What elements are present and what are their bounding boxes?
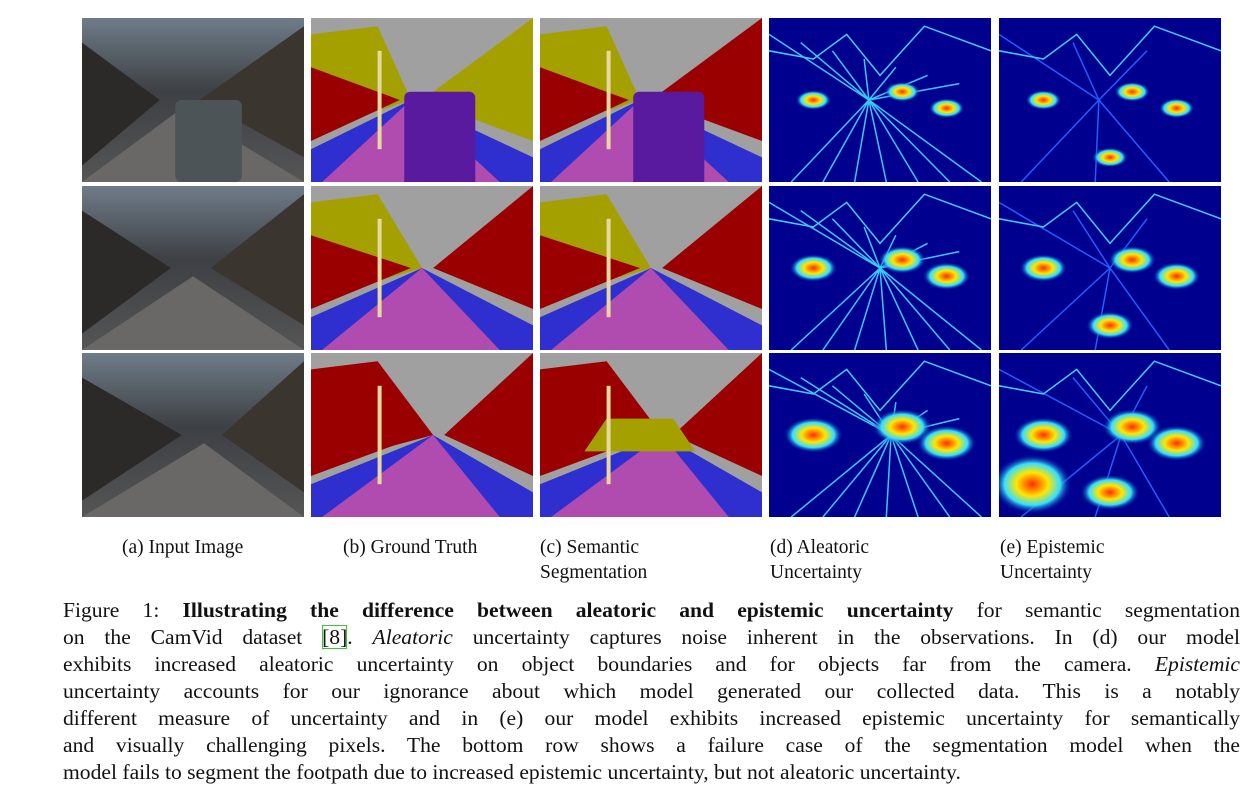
caption-text: and visually challenging pixels. The bot…	[63, 733, 1240, 757]
panel-image	[540, 186, 762, 350]
panel-image	[311, 186, 533, 350]
caption-text: different measure of uncertainty and in …	[63, 706, 1240, 730]
figure-images	[0, 0, 1255, 530]
panel-label-line: (a) Input Image	[122, 535, 243, 560]
panel-image	[999, 186, 1221, 350]
panel-label-line: (e) Epistemic	[1000, 535, 1105, 560]
caption-line: different measure of uncertainty and in …	[63, 705, 1240, 732]
panel-image	[82, 353, 304, 517]
caption-line: exhibits increased aleatoric uncertainty…	[63, 651, 1240, 678]
caption-text: exhibits increased aleatoric uncertainty…	[63, 652, 1155, 676]
caption-text: Epistemic	[1155, 652, 1240, 676]
panel-image	[999, 18, 1221, 182]
panel-label-line: Uncertainty	[1000, 560, 1105, 585]
caption-text: Illustrating the difference between alea…	[182, 598, 953, 622]
caption-text: for semantic segmentation	[953, 598, 1240, 622]
caption-text: model fails to segment the footpath due …	[63, 760, 961, 784]
caption-text: on the CamVid dataset	[63, 625, 322, 649]
caption-text: Aleatoric	[373, 625, 453, 649]
panel-image	[311, 18, 533, 190]
caption-line: model fails to segment the footpath due …	[63, 759, 1240, 786]
panel-image	[769, 353, 991, 517]
panel-label: (a) Input Image	[122, 535, 243, 560]
caption-text: .	[347, 625, 372, 649]
panel-label-line: (b) Ground Truth	[343, 535, 477, 560]
caption-text: Figure 1:	[63, 598, 182, 622]
caption-line: Figure 1: Illustrating the difference be…	[63, 597, 1240, 624]
page: (a) Input Image (b) Ground Truth (c) Seman…	[0, 0, 1255, 799]
panel-label-line: (d) Aleatoric	[770, 535, 869, 560]
caption: Figure 1: Illustrating the difference be…	[63, 597, 1240, 786]
citation-link[interactable]: [8]	[322, 625, 347, 649]
panel-image	[82, 18, 304, 182]
panel-image	[992, 353, 1221, 517]
caption-text: uncertainty accounts for our ignorance a…	[63, 679, 1240, 703]
panel-label-line: (c) Semantic	[540, 535, 647, 560]
panel-image	[311, 353, 533, 517]
panel-image	[769, 186, 991, 350]
caption-line: uncertainty accounts for our ignorance a…	[63, 678, 1240, 705]
panel-label-line: Segmentation	[540, 560, 647, 585]
panel-image	[540, 353, 762, 517]
panel-image	[82, 186, 304, 350]
caption-line: on the CamVid dataset [8]. Aleatoric unc…	[63, 624, 1240, 651]
caption-text: uncertainty captures noise inherent in t…	[453, 625, 1240, 649]
panel-image	[540, 18, 762, 190]
panel-image	[769, 18, 991, 182]
panel-label: (b) Ground Truth	[343, 535, 477, 560]
panel-label-line: Uncertainty	[770, 560, 869, 585]
caption-line: and visually challenging pixels. The bot…	[63, 732, 1240, 759]
